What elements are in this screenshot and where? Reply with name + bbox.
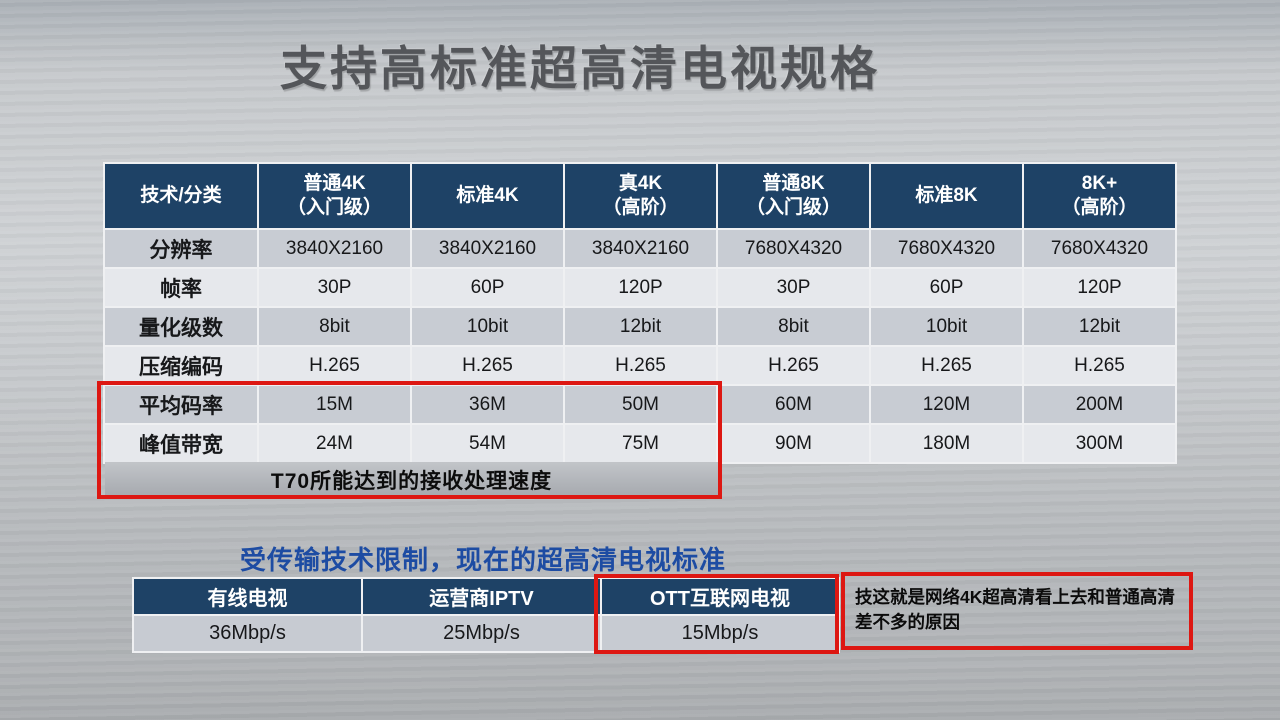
spec-cell: 24M [259,425,410,462]
spec-col-header: 真4K （高阶） [565,164,716,228]
spec-cell: 10bit [412,308,563,345]
spec-col-header: 标准8K [871,164,1022,228]
bw-cell: 15Mbp/s [602,616,838,651]
highlight-box-bitrate [97,381,722,499]
spec-cell: 75M [565,425,716,462]
spec-cell: H.265 [565,347,716,384]
spec-row-label: 分辨率 [105,230,257,267]
bw-col-header: OTT互联网电视 [602,579,838,614]
spec-cell: 3840X2160 [412,230,563,267]
annotation-box: 技这就是网络4K超高清看上去和普通高清差不多的原因 [841,572,1193,650]
spec-table: 技术/分类 普通4K （入门级） 标准4K 真4K （高阶） 普通8K （入门级… [103,162,1177,464]
slide-title: 支持高标准超高清电视规格 [280,42,880,95]
spec-row-label: 帧率 [105,269,257,306]
spec-cell: H.265 [718,347,869,384]
t70-note: T70所能达到的接收处理速度 [105,462,718,497]
spec-cell: 8bit [259,308,410,345]
spec-cell: H.265 [871,347,1022,384]
spec-cell: 12bit [565,308,716,345]
spec-cell: 3840X2160 [565,230,716,267]
spec-cell: 180M [871,425,1022,462]
spec-cell: 90M [718,425,869,462]
spec-row-label: 压缩编码 [105,347,257,384]
spec-row-label: 平均码率 [105,386,257,423]
bw-col-header: 运营商IPTV [363,579,600,614]
spec-cell: 54M [412,425,563,462]
spec-cell: 50M [565,386,716,423]
spec-cell: 60P [871,269,1022,306]
spec-cell: H.265 [259,347,410,384]
spec-cell: 300M [1024,425,1175,462]
spec-cell: 7680X4320 [871,230,1022,267]
highlight-box-ott [594,574,839,654]
spec-cell: 36M [412,386,563,423]
spec-cell: 120P [1024,269,1175,306]
spec-cell: 60M [718,386,869,423]
spec-cell: 120P [565,269,716,306]
spec-cell: 15M [259,386,410,423]
spec-cell: 200M [1024,386,1175,423]
spec-col-header: 普通8K （入门级） [718,164,869,228]
bw-cell: 36Mbp/s [134,616,361,651]
spec-row-label: 量化级数 [105,308,257,345]
spec-cell: 120M [871,386,1022,423]
bw-cell: 25Mbp/s [363,616,600,651]
spec-col-header: 标准4K [412,164,563,228]
spec-corner-header: 技术/分类 [105,164,257,228]
spec-cell: 7680X4320 [1024,230,1175,267]
spec-cell: H.265 [1024,347,1175,384]
spec-cell: 3840X2160 [259,230,410,267]
spec-cell: 30P [259,269,410,306]
spec-col-header: 8K+ （高阶） [1024,164,1175,228]
spec-cell: 60P [412,269,563,306]
bandwidth-table: 有线电视 运营商IPTV OTT互联网电视 36Mbp/s 25Mbp/s 15… [132,577,840,653]
caption: 受传输技术限制，现在的超高清电视标准 [240,545,727,575]
spec-row-label: 峰值带宽 [105,425,257,462]
spec-cell: 8bit [718,308,869,345]
spec-cell: H.265 [412,347,563,384]
spec-cell: 10bit [871,308,1022,345]
spec-cell: 7680X4320 [718,230,869,267]
spec-cell: 30P [718,269,869,306]
bw-col-header: 有线电视 [134,579,361,614]
spec-cell: 12bit [1024,308,1175,345]
spec-col-header: 普通4K （入门级） [259,164,410,228]
